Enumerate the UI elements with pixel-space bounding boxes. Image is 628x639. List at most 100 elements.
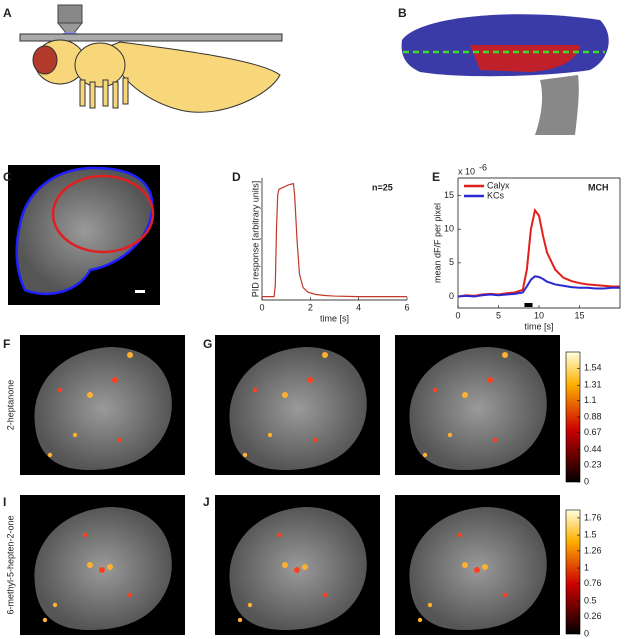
response-spot (87, 562, 93, 568)
response-spot (502, 592, 508, 598)
fly-diagram (19, 4, 283, 113)
panel-label: I (3, 495, 6, 509)
response-spot (99, 567, 105, 573)
y-tick-label: 0 (449, 291, 454, 301)
response-spot (492, 437, 498, 443)
x-tick-label: 4 (356, 302, 361, 312)
response-spot (322, 592, 328, 598)
response-spot (462, 392, 468, 398)
data-line (457, 275, 620, 298)
data-line (457, 207, 620, 298)
colorbar-tick-label: 1.26 (584, 545, 602, 555)
x-tick-label: 5 (496, 310, 501, 320)
panel-label: B (398, 6, 407, 20)
mushroom-body-render (401, 14, 609, 135)
axes (457, 177, 621, 309)
response-spot (462, 562, 468, 568)
y-exponent: -6 (479, 162, 487, 172)
response-spot (294, 567, 300, 573)
response-spot (237, 617, 243, 623)
response-spot (432, 387, 438, 393)
response-spot (112, 377, 118, 383)
x-tick-label: 6 (404, 302, 409, 312)
colorbar-tick-label: 0.67 (584, 427, 602, 437)
y-multiplier: x 10 (458, 166, 475, 176)
colorbar-tick-label: 1.54 (584, 363, 602, 373)
colorbar-tick-label: 0.26 (584, 611, 602, 621)
x-tick-label: 0 (455, 310, 460, 320)
x-axis-label: time [s] (524, 321, 553, 331)
response-spot (312, 437, 318, 443)
row-label: 2-heptanone (5, 380, 15, 431)
colorbar-tick-label: 0.5 (584, 595, 597, 605)
panel-label: D (232, 170, 241, 184)
x-tick-label: 15 (574, 310, 584, 320)
stimulus-bar (524, 303, 533, 307)
x-tick-label: 2 (308, 302, 313, 312)
response-spot (307, 377, 313, 383)
chart-title: MCH (588, 182, 609, 192)
response-spot (502, 352, 508, 358)
response-spot (247, 602, 253, 608)
response-spot (82, 532, 88, 538)
y-tick-label: 10 (444, 224, 454, 234)
tissue (34, 347, 172, 470)
annotation: n=25 (372, 182, 393, 192)
y-axis-label: mean dF/F per pixel (432, 203, 442, 283)
tissue (409, 347, 547, 470)
x-tick-label: 0 (259, 302, 264, 312)
response-spot (417, 617, 423, 623)
response-spot (302, 564, 308, 570)
response-spot (72, 432, 78, 438)
response-spot (447, 432, 453, 438)
response-spot (474, 567, 480, 573)
colorbar-tick-label: 0.76 (584, 578, 602, 588)
colorbar-tick-label: 1 (584, 562, 589, 572)
panel-label: A (3, 6, 12, 20)
panel-label: C (3, 170, 12, 184)
colorbar (565, 509, 581, 635)
axes (261, 178, 407, 301)
response-spot (47, 452, 53, 458)
calyx-image (8, 165, 160, 305)
y-tick-label: 5 (449, 257, 454, 267)
colorbar-tick-label: 0 (584, 628, 589, 638)
response-spot (322, 352, 328, 358)
response-spot (42, 617, 48, 623)
colorbar-tick-label: 0 (584, 476, 589, 486)
response-spot (127, 592, 133, 598)
panel-label: E (432, 170, 440, 184)
response-spot (427, 602, 433, 608)
y-axis-label: PID response [arbitrary units] (250, 181, 260, 298)
panel-label: J (203, 495, 210, 509)
response-spot (52, 602, 58, 608)
x-axis-label: time [s] (320, 313, 349, 323)
tissue (229, 347, 367, 470)
response-spot (267, 432, 273, 438)
response-spot (422, 452, 428, 458)
response-spot (482, 564, 488, 570)
response-spot (282, 392, 288, 398)
response-spot (127, 352, 133, 358)
legend-label: Calyx (487, 180, 510, 190)
x-tick-label: 10 (534, 310, 544, 320)
panel-label: F (3, 337, 10, 351)
response-spot (282, 562, 288, 568)
colorbar-tick-label: 1.5 (584, 529, 597, 539)
legend-label: KCs (487, 190, 505, 200)
panel-label: G (203, 337, 212, 351)
colorbar-tick-label: 0.44 (584, 444, 602, 454)
response-spot (457, 532, 463, 538)
response-spot (252, 387, 258, 393)
response-spot (117, 437, 123, 443)
colorbar-tick-label: 0.23 (584, 459, 602, 469)
data-line (262, 182, 407, 298)
response-spot (57, 387, 63, 393)
colorbar-tick-label: 1.76 (584, 512, 602, 522)
response-spot (107, 564, 113, 570)
row-label: 6-methyl-5-hepten-2-one (5, 515, 15, 614)
colorbar-tick-label: 1.31 (584, 380, 602, 390)
colorbar-tick-label: 0.88 (584, 411, 602, 421)
response-spot (277, 532, 283, 538)
